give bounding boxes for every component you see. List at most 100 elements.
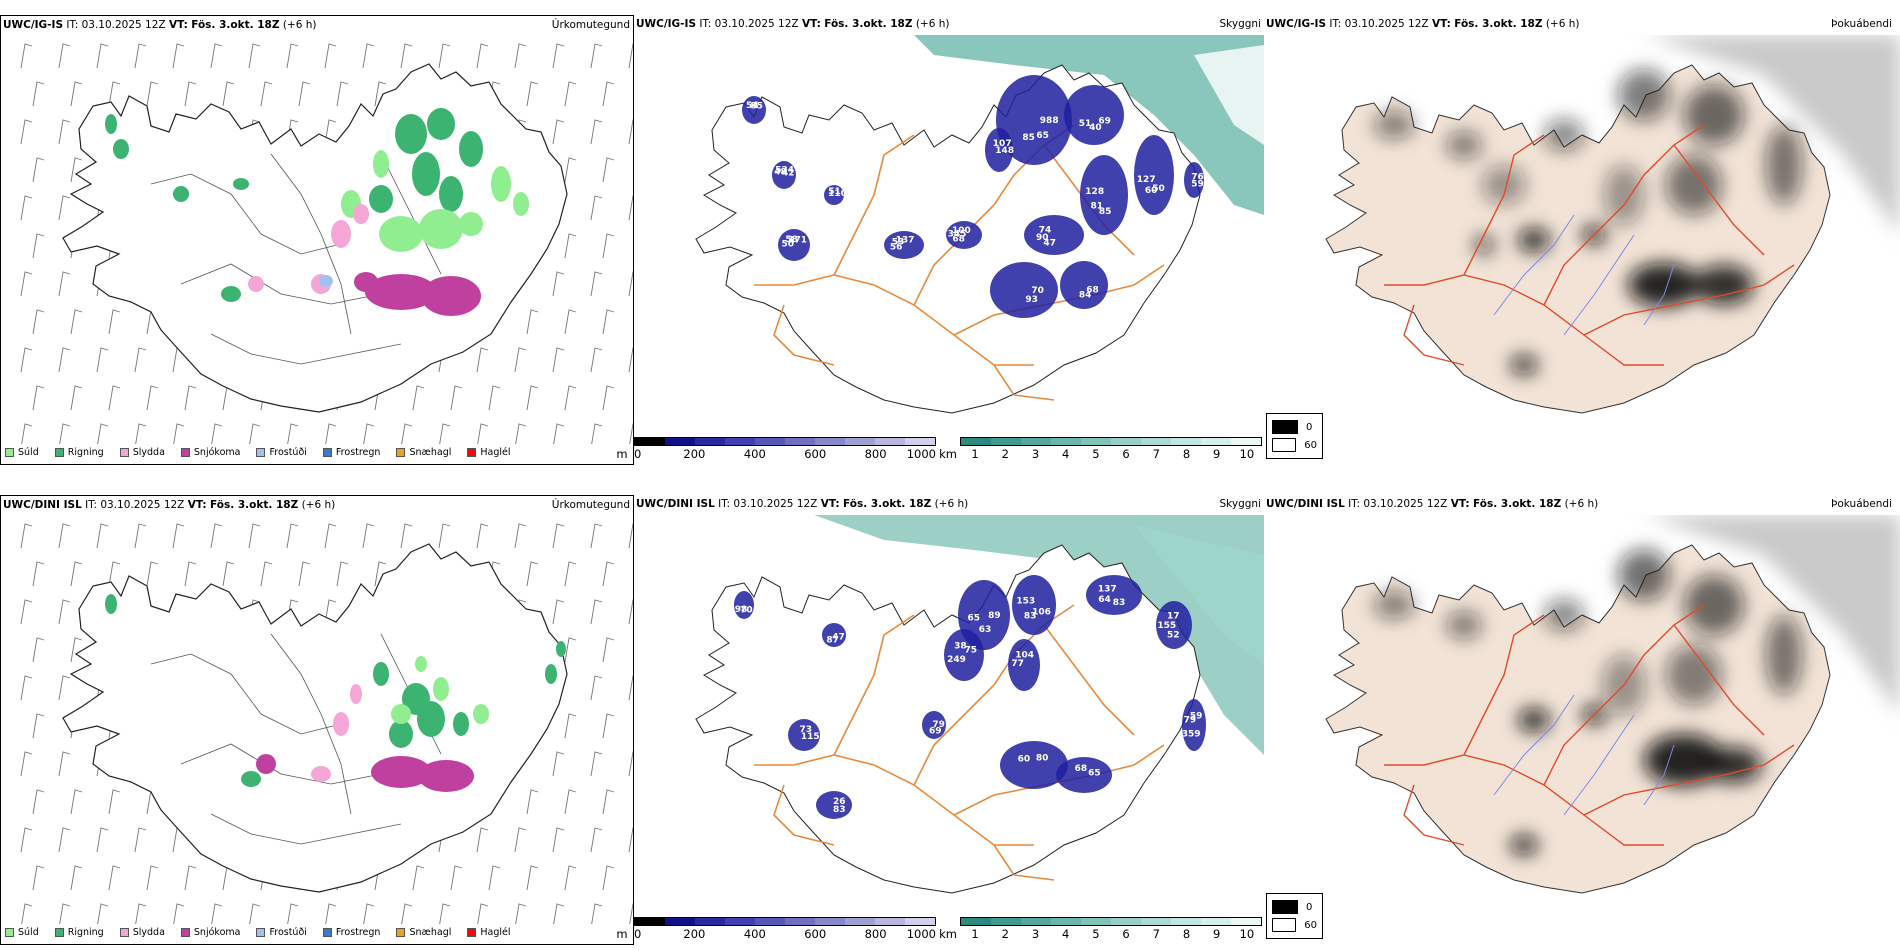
colorbar-tick-label: 0 [634, 447, 642, 461]
visibility-colorbar: 1 2 3 4 5 6 7 8 9 10 km [939, 437, 1262, 461]
colorbar-tick-label: 6 [1122, 927, 1130, 941]
colorbar-segment [1021, 918, 1051, 925]
fog-legend-item: 0 [1272, 898, 1317, 916]
precip-legend-item: Rigning [54, 447, 104, 458]
visibility-label: 47 [1043, 239, 1056, 249]
legend-label: Súld [18, 447, 39, 458]
legend-label: Snæhagl [409, 927, 452, 938]
precip-legend: Súld Rigning Slydda Snjókoma Frostúði Frostre… [5, 447, 511, 458]
colorbar-tick-label: 7 [1152, 447, 1160, 461]
visibility-label: 155 [1157, 621, 1176, 631]
legend-swatch [54, 928, 64, 937]
colorbar-tick-label: 1000 [906, 927, 936, 941]
colorbar-segment [785, 918, 815, 925]
colorbar-segment [875, 438, 905, 445]
legend-label: Snjókoma [193, 447, 241, 458]
visibility-label: 52 [1167, 631, 1180, 641]
visibility-label: 100 [952, 226, 971, 236]
visibility-label: 89 [988, 611, 1001, 621]
visibility-label: 60 [1018, 755, 1031, 765]
colorbar-segment [725, 438, 755, 445]
visibility-label: 51 [1079, 119, 1092, 129]
colorbar-segment [635, 918, 665, 925]
fog-legend-bottom: 0 60 [1266, 893, 1323, 939]
colorbar-tick-label: 6 [1122, 447, 1130, 461]
visibility-label: 64 [1098, 595, 1111, 605]
legend-swatch [467, 448, 477, 457]
legend-label: Haglél [480, 447, 511, 458]
visibility-label: 70 [1031, 286, 1044, 296]
colorbar-strip [960, 437, 1262, 446]
visibility-label: 69 [929, 726, 942, 736]
visibility-label: 70 [740, 606, 753, 616]
legend-swatch [467, 928, 477, 937]
colorbar-segment [1171, 918, 1201, 925]
colorbar-tick-label: 600 [804, 447, 827, 461]
visibility-label: 74 [1039, 226, 1052, 236]
visibility-label: 60 [1145, 186, 1158, 196]
visibility-label: 73 [800, 725, 813, 735]
visibility-label: 50 [782, 240, 795, 250]
colorbar-unit: km [939, 447, 957, 461]
colorbar-unit: km [939, 927, 957, 941]
visibility-label: 65 [1088, 768, 1101, 778]
legend-label: Haglél [480, 927, 511, 938]
legend-swatch [180, 928, 190, 937]
visibility-label: 81 [1091, 202, 1104, 212]
colorbar-segment [785, 438, 815, 445]
visibility-label: 93 [1025, 295, 1038, 305]
colorbar-segment [1171, 438, 1201, 445]
visibility-label: 51 [828, 187, 841, 197]
visibility-label: 40 [1089, 123, 1102, 133]
legend-label: Rigning [67, 447, 104, 458]
visibility-label: 65 [968, 614, 981, 624]
legend-label: Súld [18, 927, 39, 938]
colorbar-segment [1051, 918, 1081, 925]
panel-title: Úrkomutegund [551, 19, 630, 31]
panel-title: Þokuábendi [1831, 498, 1892, 510]
visibility-map: 988 69 50 85 47 68 56 50 48 54 51 107 76 70 68 65 40 60 81… [695, 35, 1264, 414]
visibility-label: 87 [826, 636, 839, 646]
legend-swatch [119, 928, 129, 937]
legend-swatch [1272, 438, 1297, 452]
visibility-label: 988 [1040, 116, 1059, 126]
fog-panel-top: UWC/IG-IS IT: 03.10.2025 12Z VT: Fös. 3.… [1264, 15, 1900, 465]
colorbar-tick-label: 600 [804, 927, 827, 941]
colorbar-segment [665, 438, 695, 445]
cloud-base-colorbar: 0 200 400 600 800 1000 m [616, 437, 936, 461]
visibility-label: 68 [952, 235, 965, 245]
precip-panel-top: UWC/IG-IS IT: 03.10.2025 12Z VT: Fös. 3.… [0, 15, 634, 465]
colorbar-ticks: 0 200 400 600 800 1000 m [616, 446, 936, 461]
colorbar-segment [695, 438, 725, 445]
vis-panel-top: UWC/IG-IS IT: 03.10.2025 12Z VT: Fös. 3.… [634, 15, 1264, 465]
visibility-label: 38 [954, 642, 967, 652]
legend-label: 60 [1304, 919, 1317, 931]
colorbar-tick-label: 8 [1182, 927, 1191, 941]
colorbar-tick-label: 800 [864, 927, 887, 941]
colorbar-tick-label: 8 [1182, 447, 1191, 461]
precip-panel-bottom: UWC/DINI ISL IT: 03.10.2025 12Z VT: Fös.… [0, 495, 634, 945]
colorbar-segment [1141, 438, 1171, 445]
visibility-label: 106 [1032, 607, 1051, 617]
panel-header: UWC/DINI ISL IT: 03.10.2025 12Z VT: Fös.… [1266, 498, 1599, 510]
colorbar-strip [634, 917, 936, 926]
visibility-label: 98 [735, 605, 748, 615]
visibility-colorbar: 1 2 3 4 5 6 7 8 9 10 km [939, 917, 1262, 941]
visibility-label: 79 [932, 720, 945, 730]
fog-legend-item: 0 [1272, 418, 1317, 436]
visibility-label: 42 [782, 168, 795, 178]
colorbar-tick-label: 2 [1001, 927, 1009, 941]
colorbar-segment [845, 438, 875, 445]
colorbar-segment [815, 438, 845, 445]
legend-swatch [1272, 420, 1298, 434]
visibility-label: 85 [1099, 207, 1112, 217]
legend-label: Snjókoma [193, 927, 241, 938]
visibility-label: 249 [947, 655, 966, 665]
visibility-label: 47 [832, 633, 845, 643]
visibility-label: 127 [1137, 175, 1156, 185]
visibility-label: 59 [1190, 712, 1203, 722]
colorbar-tick-label: 2 [1001, 447, 1009, 461]
colorbar-strip [960, 917, 1262, 926]
visibility-label: 359 [1182, 729, 1201, 739]
visibility-label: 79 [1184, 716, 1197, 726]
